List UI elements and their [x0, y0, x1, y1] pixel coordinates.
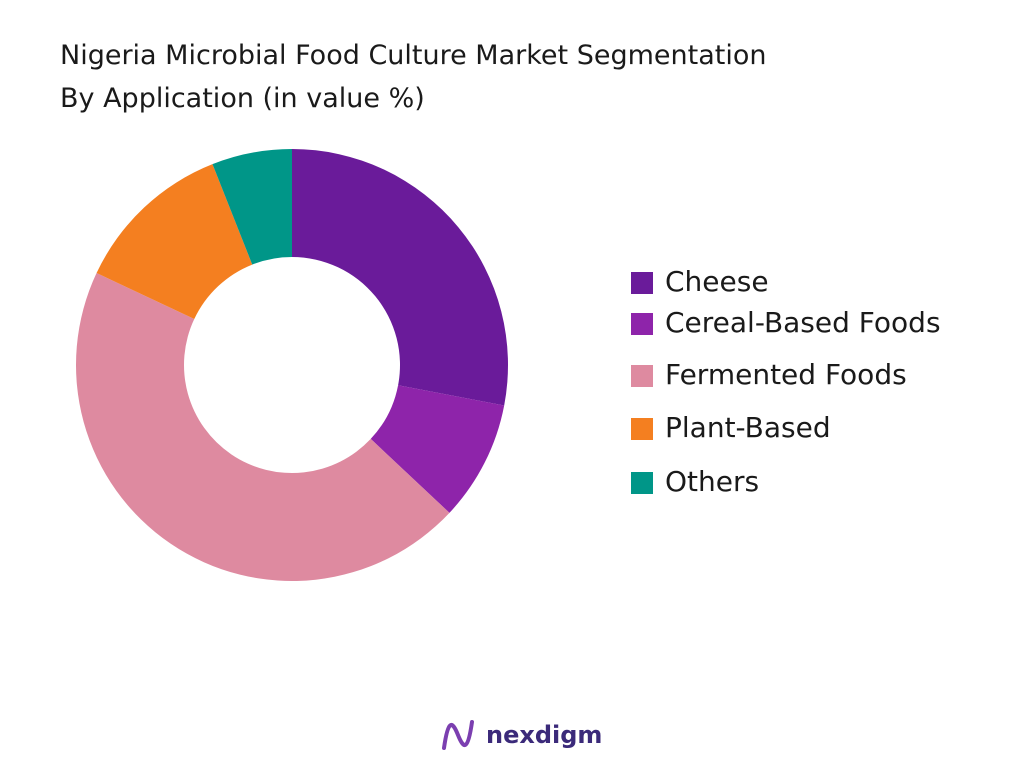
- brand-name: nexdigm: [486, 721, 602, 749]
- donut-slice: [292, 149, 508, 406]
- legend-swatch: [631, 272, 653, 294]
- donut-slice: [96, 164, 253, 320]
- brand-icon: [442, 720, 474, 750]
- legend-label: Cereal-Based Foods: [665, 306, 941, 339]
- chart-subtitle: By Application (in value %): [60, 83, 425, 114]
- legend-swatch: [631, 472, 653, 494]
- legend-swatch: [631, 365, 653, 387]
- legend-label: Plant-Based: [665, 411, 831, 444]
- brand-logo: nexdigm: [442, 720, 602, 750]
- donut-slice: [212, 149, 292, 265]
- legend-label: Others: [665, 465, 759, 498]
- legend-label: Cheese: [665, 265, 769, 298]
- chart-title: Nigeria Microbial Food Culture Market Se…: [60, 40, 766, 71]
- donut-slice: [370, 385, 505, 513]
- legend-swatch: [631, 418, 653, 440]
- legend-swatch: [631, 313, 653, 335]
- legend-label: Fermented Foods: [665, 358, 907, 391]
- donut-slice: [76, 273, 450, 581]
